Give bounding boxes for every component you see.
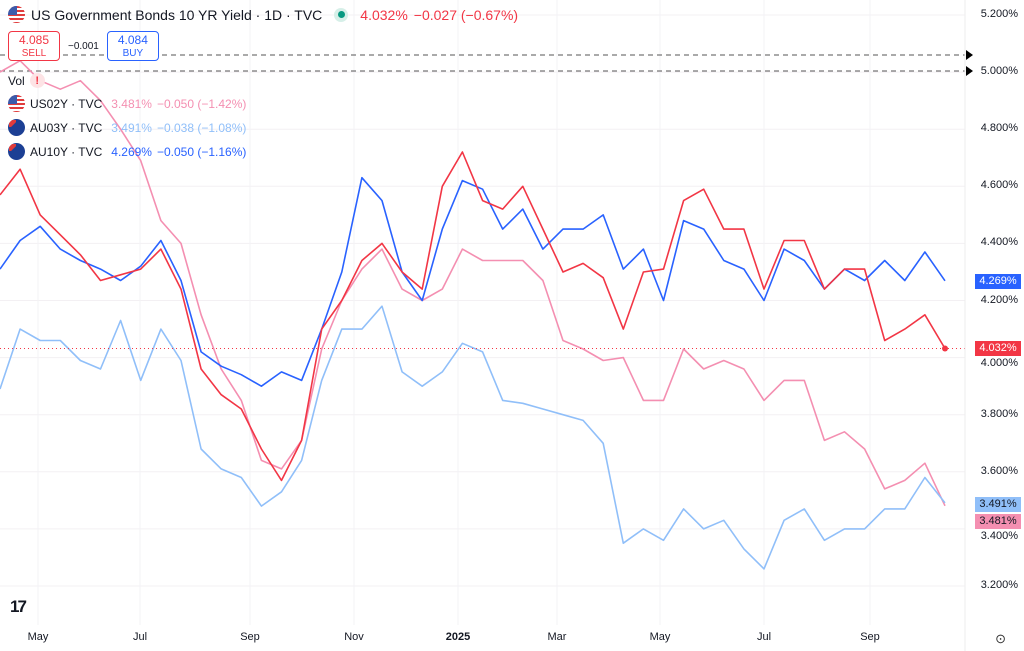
y-axis-label: 3.400% [980, 530, 1018, 542]
y-axis-label: 4.600% [980, 179, 1018, 192]
tradingview-logo[interactable]: 17 [10, 597, 27, 616]
legend-item-us02y[interactable]: US02Y · TVC 3.481% −0.050 (−1.42%) [8, 95, 246, 112]
au-flag-icon [8, 119, 25, 136]
legend-value: 3.491% [111, 120, 152, 135]
y-axis-label: 4.200% [980, 293, 1018, 306]
legend-change: −0.038 (−1.08%) [156, 120, 247, 135]
legend-symbol: US02Y · TVC [30, 96, 103, 111]
legend-symbol: AU10Y · TVC [30, 144, 103, 159]
price-tag: 3.491% [975, 497, 1021, 512]
x-axis-label: May [649, 631, 671, 643]
price-change: −0.027 (−0.67%) [413, 6, 519, 23]
sell-button[interactable]: 4.085 SELL [8, 31, 60, 61]
x-axis-label: Nov [344, 631, 364, 643]
vol-label: Vol [8, 73, 25, 88]
y-axis-label: 3.200% [980, 579, 1018, 591]
y-axis-label: 3.600% [980, 464, 1018, 477]
buy-price: 4.084 [117, 33, 148, 47]
us-flag-icon [8, 6, 25, 23]
legend-value: 4.269% [111, 144, 152, 159]
price-tag: 4.269% [975, 274, 1021, 289]
y-axis-label: 4.400% [980, 236, 1018, 249]
buy-button[interactable]: 4.084 BUY [106, 31, 159, 61]
warning-icon[interactable]: ! [29, 73, 45, 88]
legend-change: −0.050 (−1.16%) [156, 144, 247, 159]
price-tag: 3.481% [975, 514, 1021, 529]
series-line-us02y [0, 59, 946, 507]
volume-legend[interactable]: Vol ! [8, 73, 45, 88]
market-status-icon [334, 7, 349, 22]
last-price-dot [942, 345, 948, 352]
series-line-us10y [0, 151, 946, 482]
trade-panel: 4.085 SELL −0.001 4.084 BUY [8, 31, 159, 61]
series-line-au03y [0, 305, 946, 570]
buy-label: BUY [122, 48, 144, 59]
price-tag: 4.032% [975, 341, 1021, 356]
chart-header: US Government Bonds 10 YR Yield · 1D · T… [8, 6, 518, 23]
last-price: 4.032% [360, 6, 408, 23]
legend-item-au10y[interactable]: AU10Y · TVC 4.269% −0.050 (−1.16%) [8, 143, 246, 160]
sell-price: 4.085 [18, 33, 50, 47]
au-flag-icon [8, 143, 25, 160]
y-axis-label: 5.000% [980, 65, 1018, 78]
symbol-title[interactable]: US Government Bonds 10 YR Yield · 1D · T… [31, 6, 323, 23]
y-axis-label: 5.200% [980, 8, 1018, 20]
x-axis-label: Mar [547, 631, 567, 643]
order-line-arrow-icon [966, 66, 973, 76]
y-axis-label: 4.800% [980, 122, 1018, 135]
x-axis-label: May [27, 631, 49, 643]
sell-label: SELL [21, 48, 47, 59]
x-axis-label: 2025 [445, 631, 471, 643]
y-axis-label: 4.000% [980, 357, 1018, 369]
legend-symbol: AU03Y · TVC [30, 120, 103, 135]
settings-icon[interactable]: ⊙ [995, 631, 1006, 646]
x-axis-label: Jul [132, 631, 148, 643]
legend-item-au03y[interactable]: AU03Y · TVC 3.491% −0.038 (−1.08%) [8, 119, 246, 136]
y-axis-label: 3.800% [980, 407, 1018, 420]
us-flag-icon [8, 95, 25, 112]
x-axis-label: Sep [240, 631, 260, 643]
x-axis-label: Sep [860, 631, 880, 643]
series-line-au10y [0, 176, 946, 388]
legend-change: −0.050 (−1.42%) [156, 96, 247, 111]
x-axis-label: Jul [756, 631, 772, 643]
legend-value: 3.481% [111, 96, 152, 111]
order-line-arrow-icon [966, 50, 973, 60]
spread: −0.001 [68, 40, 99, 52]
